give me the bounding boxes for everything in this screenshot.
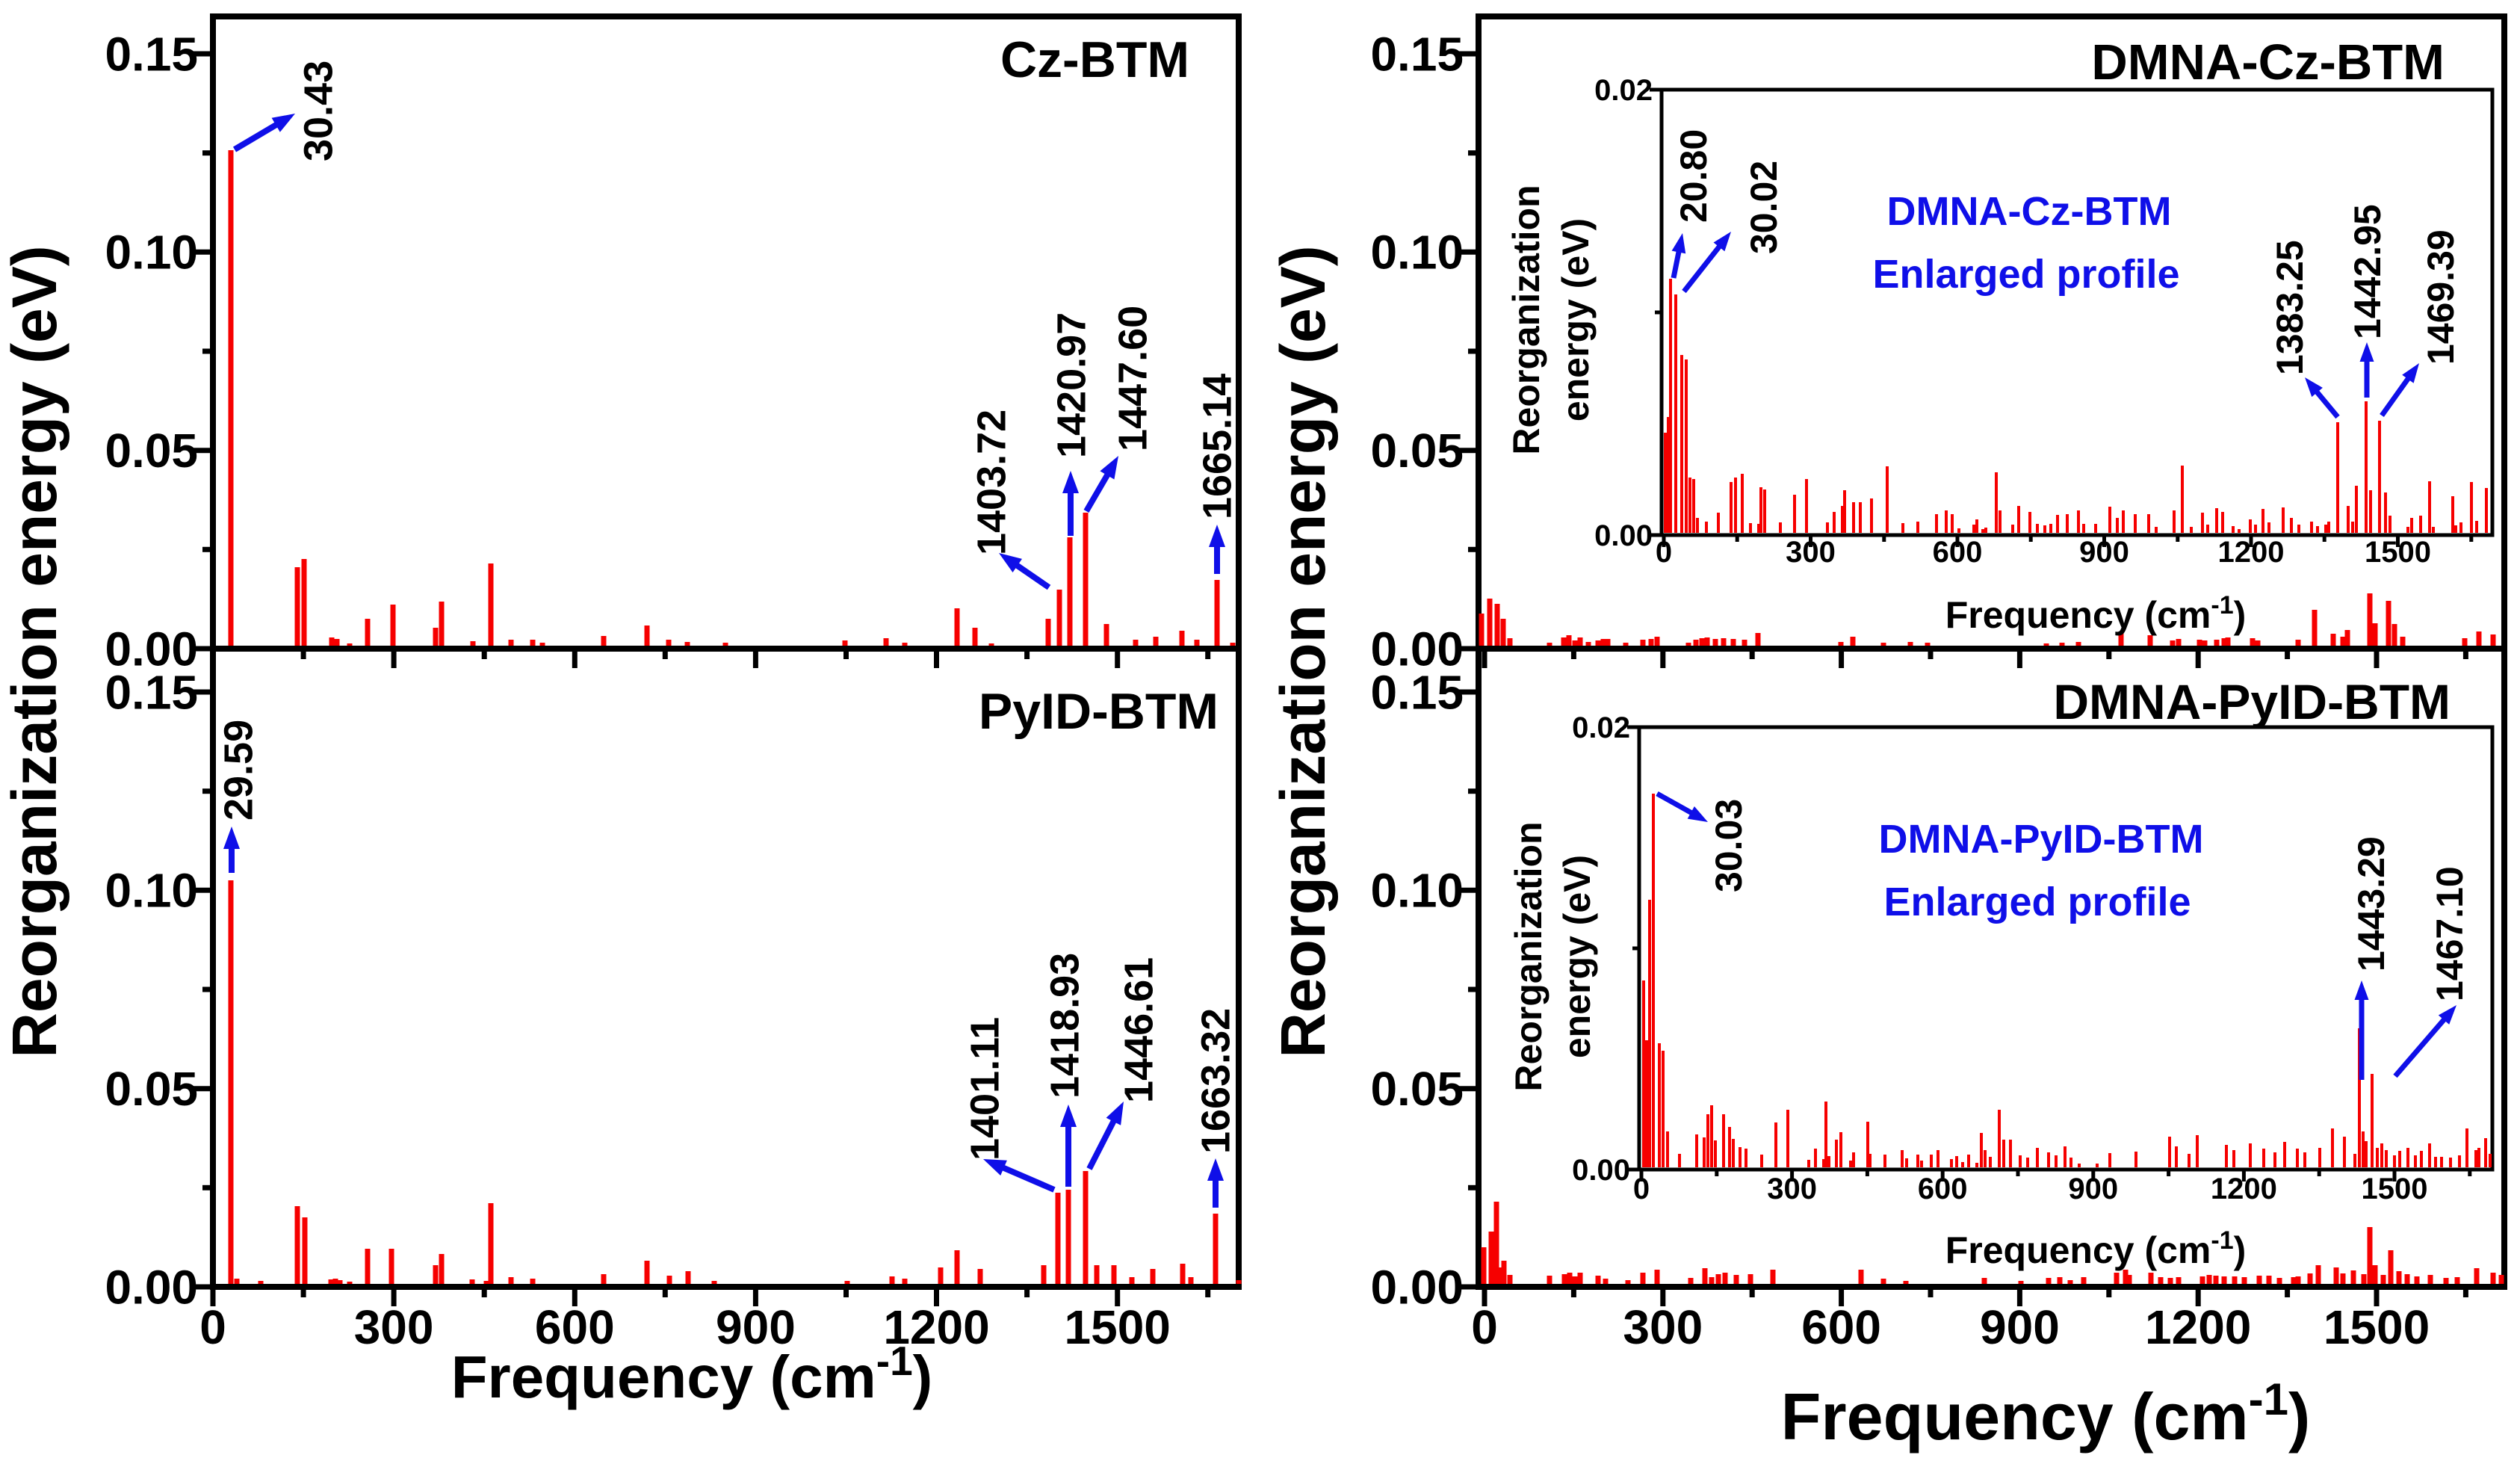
svg-text:Reorganization: Reorganization <box>1505 185 1547 454</box>
svg-text:0: 0 <box>1471 1300 1498 1354</box>
svg-text:29.59: 29.59 <box>216 720 261 821</box>
svg-text:0.00: 0.00 <box>1370 1260 1464 1314</box>
svg-text:Reorganization energy (eV): Reorganization energy (eV) <box>1268 245 1338 1058</box>
svg-text:30.02: 30.02 <box>1743 161 1785 254</box>
svg-text:1443.29: 1443.29 <box>2350 836 2392 972</box>
svg-text:0.15: 0.15 <box>1370 27 1464 81</box>
svg-text:0.10: 0.10 <box>105 226 198 279</box>
svg-text:1446.61: 1446.61 <box>1116 957 1161 1103</box>
svg-text:1200: 1200 <box>883 1300 989 1354</box>
svg-text:600: 600 <box>1933 536 1983 569</box>
svg-text:DMNA-PyID-BTM: DMNA-PyID-BTM <box>1879 817 2204 862</box>
svg-text:energy (eV): energy (eV) <box>1556 855 1598 1058</box>
svg-text:1401.11: 1401.11 <box>962 1017 1007 1161</box>
svg-text:1420.97: 1420.97 <box>1049 312 1094 458</box>
svg-text:Frequency (cm-1): Frequency (cm-1) <box>451 1338 933 1410</box>
svg-text:1663.32: 1663.32 <box>1193 1008 1238 1154</box>
svg-text:600: 600 <box>1918 1173 1968 1205</box>
svg-text:1418.93: 1418.93 <box>1042 953 1087 1099</box>
svg-text:0.00: 0.00 <box>1370 622 1464 676</box>
svg-text:0: 0 <box>1633 1173 1650 1205</box>
svg-text:DMNA-PyID-BTM: DMNA-PyID-BTM <box>2053 674 2451 729</box>
svg-text:30.03: 30.03 <box>1708 799 1750 892</box>
svg-text:900: 900 <box>1980 1300 2060 1354</box>
svg-text:1665.14: 1665.14 <box>1195 374 1239 519</box>
svg-text:0.05: 0.05 <box>105 424 198 478</box>
svg-text:1469.39: 1469.39 <box>2420 229 2462 365</box>
svg-text:0.00: 0.00 <box>105 1260 198 1314</box>
svg-text:Frequency (cm-1): Frequency (cm-1) <box>1945 1226 2247 1271</box>
svg-text:900: 900 <box>716 1300 796 1354</box>
svg-text:1467.10: 1467.10 <box>2429 866 2471 1001</box>
svg-text:0.02: 0.02 <box>1572 711 1630 744</box>
svg-text:1500: 1500 <box>2365 536 2431 569</box>
svg-text:0.00: 0.00 <box>105 622 198 676</box>
svg-text:0.10: 0.10 <box>1370 864 1464 918</box>
svg-text:Frequency (cm-1): Frequency (cm-1) <box>1781 1374 2311 1454</box>
svg-text:1442.95: 1442.95 <box>2347 204 2389 339</box>
svg-text:1500: 1500 <box>1065 1300 1171 1354</box>
svg-text:1200: 1200 <box>2218 536 2285 569</box>
svg-text:1403.72: 1403.72 <box>969 410 1014 555</box>
svg-text:900: 900 <box>2079 536 2129 569</box>
svg-text:30.43: 30.43 <box>296 61 341 161</box>
svg-text:0: 0 <box>199 1300 226 1354</box>
svg-text:1200: 1200 <box>2211 1173 2277 1205</box>
svg-text:1447.60: 1447.60 <box>1110 306 1155 451</box>
svg-text:0.10: 0.10 <box>105 864 198 918</box>
svg-text:20.80: 20.80 <box>1673 129 1715 223</box>
svg-text:1383.25: 1383.25 <box>2269 240 2311 375</box>
svg-text:1500: 1500 <box>2362 1173 2428 1205</box>
svg-text:Enlarged profile: Enlarged profile <box>1872 252 2179 297</box>
svg-text:0.00: 0.00 <box>1572 1154 1630 1187</box>
svg-text:Reorganization energy (eV): Reorganization energy (eV) <box>0 245 69 1058</box>
svg-text:300: 300 <box>1767 1173 1817 1205</box>
svg-text:300: 300 <box>1786 536 1836 569</box>
svg-text:Frequency (cm-1): Frequency (cm-1) <box>1945 591 2247 636</box>
svg-text:0.00: 0.00 <box>1594 519 1653 552</box>
svg-text:Cz-BTM: Cz-BTM <box>1000 31 1189 88</box>
svg-text:1500: 1500 <box>2324 1300 2430 1354</box>
svg-text:0.15: 0.15 <box>1370 665 1464 719</box>
svg-text:0.15: 0.15 <box>105 27 198 81</box>
svg-text:600: 600 <box>535 1300 615 1354</box>
svg-text:300: 300 <box>1623 1300 1703 1354</box>
svg-text:0.15: 0.15 <box>105 665 198 719</box>
svg-text:DMNA-Cz-BTM: DMNA-Cz-BTM <box>2091 34 2445 90</box>
svg-text:0.10: 0.10 <box>1370 226 1464 279</box>
svg-text:900: 900 <box>2068 1173 2118 1205</box>
svg-text:1200: 1200 <box>2145 1300 2251 1354</box>
svg-text:0: 0 <box>1656 536 1672 569</box>
svg-text:energy (eV): energy (eV) <box>1555 218 1597 421</box>
svg-text:0.05: 0.05 <box>1370 424 1464 478</box>
svg-text:600: 600 <box>1801 1300 1881 1354</box>
svg-text:DMNA-Cz-BTM: DMNA-Cz-BTM <box>1887 189 2172 234</box>
svg-text:PyID-BTM: PyID-BTM <box>979 683 1219 740</box>
svg-text:Reorganization: Reorganization <box>1508 821 1550 1091</box>
svg-text:0.02: 0.02 <box>1594 74 1653 107</box>
svg-text:300: 300 <box>354 1300 434 1354</box>
svg-text:Enlarged profile: Enlarged profile <box>1883 880 2191 924</box>
svg-text:0.05: 0.05 <box>105 1062 198 1116</box>
svg-text:0.05: 0.05 <box>1370 1062 1464 1116</box>
